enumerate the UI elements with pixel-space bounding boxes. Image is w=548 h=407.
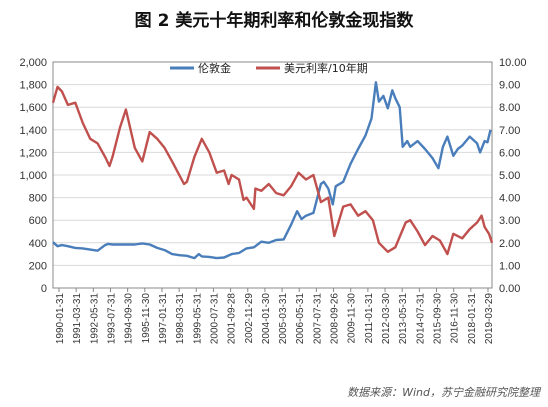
series-line-2 [51, 85, 494, 256]
plot-frame [52, 61, 493, 289]
legend-label: 伦敦金 [198, 61, 231, 75]
y-right-tick-label: 2.00 [499, 238, 520, 250]
x-tick-label: 2006-05-31 [295, 293, 306, 345]
x-tick-label: 2008-09-26 [330, 293, 341, 345]
y-left-tick-label: 0 [41, 283, 47, 295]
x-tick-label: 2018-01-31 [467, 293, 478, 345]
x-tick-label: 2015-09-30 [433, 293, 444, 345]
y-right-tick-label: 0.00 [499, 283, 520, 295]
y-right-tick-label: 10.00 [499, 57, 527, 69]
x-tick-label: 2000-07-31 [209, 293, 220, 345]
x-tick-label: 2019-03-29 [484, 293, 495, 345]
x-tick-label: 2004-01-30 [261, 293, 272, 345]
source-note: 数据来源：Wind，苏宁金融研究院整理 [347, 386, 540, 399]
x-tick-label: 1994-09-30 [124, 293, 135, 345]
y-right-tick-label: 7.00 [499, 125, 520, 137]
chart-title: 图 2 美元十年期利率和伦敦金现指数 [134, 11, 414, 31]
y-right-tick-label: 8.00 [499, 102, 520, 114]
x-tick-label: 1999-05-31 [192, 293, 203, 345]
y-left-tick-label: 800 [29, 193, 47, 205]
x-tick-label: 2016-11-30 [450, 293, 461, 344]
x-tick-label: 2001-09-28 [227, 293, 238, 345]
y-left-tick-label: 200 [29, 260, 47, 272]
y-left-tick-label: 1,800 [19, 80, 47, 92]
y-right-tick-label: 5.00 [499, 170, 520, 182]
y-right-tick-label: 3.00 [499, 215, 520, 227]
y-right-tick-label: 1.00 [499, 260, 520, 272]
y-left-tick-label: 600 [29, 215, 47, 227]
series-line-1 [52, 81, 492, 260]
x-tick-label: 1990-01-31 [55, 293, 66, 345]
y-left-tick-label: 1,600 [19, 102, 47, 114]
y-left-tick-label: 400 [29, 238, 47, 250]
y-left-tick-label: 1,400 [19, 125, 47, 137]
x-tick-label: 1998-03-31 [175, 293, 186, 345]
y-left-tick-label: 1,200 [19, 147, 47, 159]
x-tick-label: 2014-07-31 [415, 293, 426, 345]
x-tick-label: 1993-07-31 [106, 293, 117, 345]
x-tick-label: 1991-03-31 [72, 293, 83, 345]
x-tick-label: 1992-05-31 [89, 293, 100, 345]
y-left-tick-label: 2,000 [19, 57, 47, 69]
x-tick-label: 2007-07-31 [312, 293, 323, 345]
y-left-tick-label: 1,000 [19, 170, 47, 182]
x-tick-label: 1997-01-31 [158, 293, 169, 345]
x-tick-label: 2011-01-31 [364, 293, 375, 344]
y-right-tick-label: 4.00 [499, 193, 520, 205]
x-tick-label: 2009-11-30 [347, 293, 358, 344]
x-tick-label: 2013-05-31 [398, 293, 409, 345]
x-tick-label: 2002-11-29 [244, 293, 255, 344]
y-right-tick-label: 6.00 [499, 147, 520, 159]
x-tick-label: 2012-03-30 [381, 293, 392, 345]
x-tick-label: 2005-03-31 [278, 293, 289, 345]
y-right-tick-label: 9.00 [499, 80, 520, 92]
chart-svg: 0 0.00 200 1.00 400 2.00 600 3.00 800 4.00 1,000 5.… [19, 57, 527, 345]
legend-label: 美元利率/10年期 [284, 61, 368, 75]
x-tick-label: 1995-11-30 [141, 293, 152, 344]
